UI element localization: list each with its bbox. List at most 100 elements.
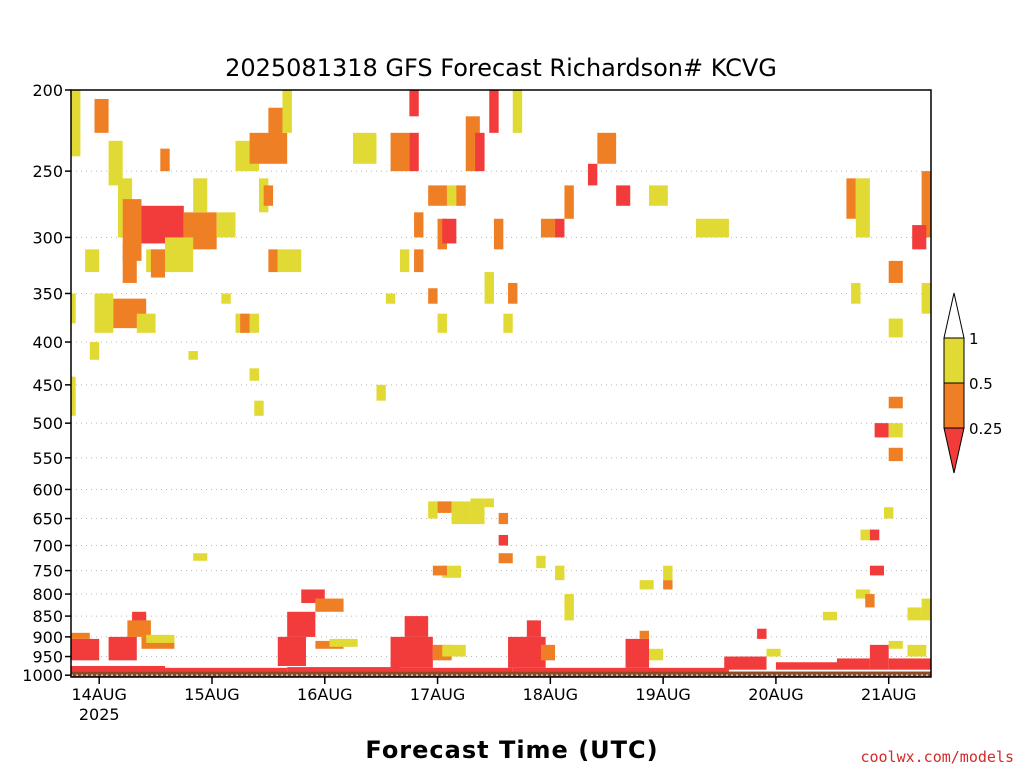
region-0.25-0.5 [432, 565, 447, 576]
region-0.25-0.5 [150, 249, 165, 278]
region-below-0.25 [869, 644, 889, 670]
region-0.5-1 [277, 249, 302, 273]
region-0.5-1 [282, 90, 292, 133]
y-tick-label: 200 [32, 81, 63, 100]
region-below-0.25 [508, 636, 546, 668]
region-below-0.25 [277, 636, 306, 666]
region-0.25-0.5 [921, 171, 931, 238]
region-0.5-1 [94, 293, 114, 333]
region-0.5-1 [376, 384, 386, 401]
region-below-0.25 [108, 636, 137, 661]
region-0.25-0.5 [498, 512, 509, 525]
region-below-0.25 [287, 611, 316, 637]
region-0.25-0.5 [540, 644, 556, 661]
region-0.25-0.5 [127, 620, 151, 637]
region-below-0.25 [869, 565, 885, 576]
region-0.25-0.5 [268, 107, 283, 141]
x-tick-label: 21AUG [861, 685, 916, 704]
region-0.5-1 [108, 140, 123, 186]
y-tick-label: 950 [32, 648, 63, 667]
x-tick-label: 18AUG [523, 685, 578, 704]
region-below-0.25 [71, 638, 100, 661]
y-tick-label: 900 [32, 628, 63, 647]
region-0.5-1 [385, 293, 396, 304]
region-below-0.25 [912, 225, 927, 250]
colorbar-label: 0.25 [969, 420, 1002, 438]
region-0.5-1 [536, 555, 546, 569]
region-0.5-1 [766, 648, 781, 657]
region-0.5-1 [696, 218, 729, 238]
x-tick-sublabel: 2025 [79, 705, 120, 724]
x-tick-label: 14AUG [71, 685, 126, 704]
region-0.5-1 [254, 400, 264, 416]
region-0.5-1 [442, 565, 462, 578]
region-0.25-0.5 [428, 185, 447, 206]
region-below-0.25 [164, 667, 288, 672]
region-below-0.25 [874, 423, 889, 438]
region-below-0.25 [287, 667, 400, 672]
region-0.25-0.5 [263, 185, 274, 206]
region-below-0.25 [498, 534, 509, 546]
x-tick-label: 20AUG [748, 685, 803, 704]
region-0.5-1 [216, 212, 236, 238]
region-0.25-0.5 [94, 98, 109, 133]
region-below-0.25 [616, 185, 631, 206]
region-0.5-1 [71, 293, 76, 324]
y-tick-label: 800 [32, 585, 63, 604]
ground-band [71, 671, 931, 677]
region-0.5-1 [822, 611, 838, 621]
region-0.5-1 [649, 185, 668, 206]
region-0.5-1 [470, 498, 485, 525]
region-0.25-0.5 [498, 553, 513, 564]
region-0.5-1 [484, 272, 494, 304]
region-0.25-0.5 [71, 632, 90, 639]
plot-area [70, 89, 932, 678]
region-0.5-1 [352, 132, 377, 164]
region-0.5-1 [249, 368, 259, 381]
y-tick-label: 350 [32, 284, 63, 303]
colorbar-bottom-arrow [943, 427, 965, 474]
region-0.25-0.5 [564, 185, 574, 219]
region-0.25-0.5 [888, 396, 903, 409]
region-0.25-0.5 [268, 249, 278, 273]
region-0.5-1 [921, 598, 931, 621]
region-0.25-0.5 [888, 447, 903, 462]
x-tick-label: 16AUG [297, 685, 352, 704]
region-0.5-1 [888, 318, 903, 338]
colorbar-label: 1 [969, 330, 979, 348]
region-0.5-1 [437, 313, 447, 333]
y-tick-label: 850 [32, 607, 63, 626]
plot-background [71, 90, 931, 677]
region-below-0.25 [869, 529, 880, 541]
colorbar-top-arrow [943, 292, 965, 339]
region-0.5-1 [564, 594, 574, 621]
region-0.25-0.5 [414, 212, 424, 238]
chart-title: 2025081318 GFS Forecast Richardson# KCVG [225, 54, 777, 82]
region-0.5-1 [442, 644, 466, 657]
region-below-0.25 [409, 90, 419, 117]
region-below-0.25 [775, 662, 838, 670]
region-below-0.25 [475, 132, 485, 172]
region-0.25-0.5 [414, 249, 424, 273]
region-0.5-1 [71, 376, 76, 416]
y-tick-label: 1000 [22, 666, 63, 685]
region-below-0.25 [71, 665, 165, 672]
y-tick-label: 700 [32, 537, 63, 556]
region-0.5-1 [71, 90, 81, 157]
plot-frame [70, 89, 932, 678]
colorbar-label: 0.5 [969, 375, 993, 393]
region-0.5-1 [907, 644, 927, 657]
y-tick-label: 550 [32, 449, 63, 468]
region-below-0.25 [888, 658, 931, 670]
region-0.25-0.5 [315, 598, 344, 612]
region-0.5-1 [884, 507, 894, 519]
region-0.25-0.5 [160, 148, 170, 172]
colorbar-segment-yellow [943, 337, 965, 384]
y-tick-label: 750 [32, 562, 63, 581]
region-0.5-1 [136, 313, 156, 333]
region-below-0.25 [526, 620, 541, 637]
y-tick-label: 650 [32, 510, 63, 529]
credit-text: coolwx.com/models [860, 748, 1014, 766]
